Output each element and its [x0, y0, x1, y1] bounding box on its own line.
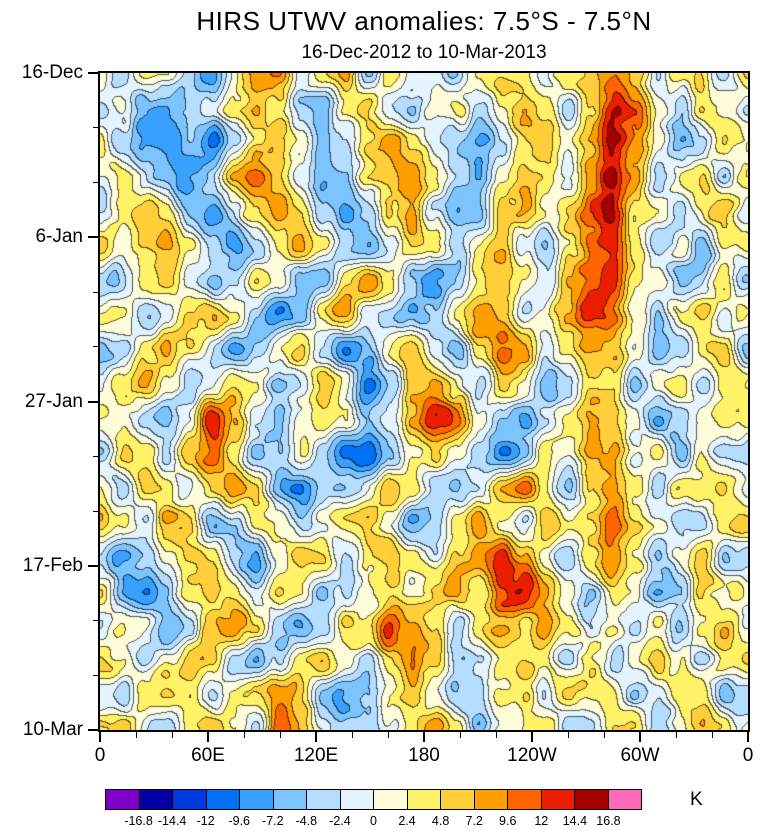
colorbar-segment — [273, 790, 307, 809]
x-minor-tick — [279, 732, 281, 738]
x-axis-tick-label: 120W — [507, 745, 557, 766]
x-major-tick — [639, 732, 641, 742]
y-minor-tick — [93, 620, 100, 621]
colorbar-segment — [608, 790, 641, 809]
anomaly-field-canvas — [100, 73, 748, 730]
x-axis-tick-label: 180 — [408, 745, 440, 766]
colorbar — [105, 789, 642, 810]
y-major-tick — [88, 72, 100, 74]
colorbar-tick-label: 16.8 — [596, 814, 621, 828]
colorbar-segment — [441, 790, 475, 809]
colorbar-tick-label: -12 — [196, 814, 215, 828]
x-minor-tick — [603, 732, 605, 738]
y-minor-tick — [93, 346, 100, 348]
y-axis-tick-label: 17-Feb — [22, 554, 83, 576]
colorbar-segment — [374, 790, 408, 809]
plot-frame — [98, 71, 750, 732]
x-axis-tick-label: 0 — [94, 745, 106, 766]
x-minor-tick — [495, 732, 497, 738]
colorbar-tick-label: -9.6 — [228, 814, 251, 828]
colorbar-tick-label: -16.8 — [124, 814, 153, 828]
x-axis-tick-label: 120E — [293, 745, 339, 766]
x-minor-tick — [567, 732, 569, 738]
y-minor-tick — [93, 455, 100, 457]
colorbar-tick-label: -7.2 — [262, 814, 284, 828]
x-major-tick — [747, 732, 749, 742]
colorbar-tick-label: 12 — [534, 814, 549, 828]
y-minor-tick — [93, 127, 100, 129]
x-major-tick — [99, 732, 101, 742]
x-minor-tick — [711, 732, 713, 738]
colorbar-segment — [340, 790, 374, 809]
y-major-tick — [88, 564, 100, 567]
colorbar-tick-label: 7.2 — [465, 814, 483, 828]
x-minor-tick — [243, 732, 245, 738]
colorbar-tick-label: 0 — [370, 814, 377, 828]
colorbar-segment — [206, 790, 240, 809]
x-axis-tick-label: 0 — [742, 745, 754, 766]
x-minor-tick — [171, 732, 173, 738]
y-axis-tick-label: 16-Dec — [21, 62, 83, 83]
y-major-tick — [88, 400, 100, 403]
x-minor-tick — [135, 732, 137, 738]
colorbar-segment — [541, 790, 575, 809]
x-axis-tick-label: 60E — [191, 745, 225, 766]
colorbar-segment — [575, 790, 609, 809]
y-minor-tick — [93, 291, 100, 293]
y-minor-tick — [93, 510, 100, 512]
x-minor-tick — [675, 732, 677, 738]
x-minor-tick — [387, 732, 389, 738]
colorbar-segment — [474, 790, 508, 809]
colorbar-segment — [139, 790, 173, 809]
colorbar-segment — [508, 790, 542, 809]
colorbar-tick-label: -2.4 — [329, 814, 351, 828]
colorbar-tick-label: -14.4 — [157, 814, 187, 828]
x-major-tick — [207, 732, 209, 742]
colorbar-segment — [106, 790, 140, 809]
colorbar-segment — [240, 790, 274, 809]
x-major-tick — [531, 732, 533, 742]
x-major-tick — [423, 732, 425, 742]
y-major-tick — [88, 729, 100, 731]
y-minor-tick — [93, 674, 100, 676]
colorbar-segment — [307, 790, 341, 809]
colorbar-tick-label: 2.4 — [398, 814, 416, 828]
colorbar-tick-label: -4.8 — [295, 814, 318, 828]
x-minor-tick — [459, 732, 461, 738]
chart-subtitle: 16-Dec-2012 to 10-Mar-2013 — [301, 42, 547, 63]
x-minor-tick — [351, 732, 353, 738]
colorbar-tick-label: 9.6 — [499, 814, 517, 828]
y-axis-tick-label: 27-Jan — [24, 390, 83, 412]
colorbar-segment — [173, 790, 207, 809]
x-axis-tick-label: 60W — [620, 745, 660, 766]
y-minor-tick — [93, 182, 100, 183]
colorbar-tick-label: 14.4 — [562, 814, 588, 828]
y-major-tick — [88, 236, 100, 239]
colorbar-unit-label: K — [690, 789, 703, 810]
colorbar-segment — [407, 790, 441, 809]
colorbar-tick-label: 4.8 — [431, 814, 450, 828]
x-major-tick — [315, 732, 317, 742]
y-axis-tick-label: 6-Jan — [35, 226, 83, 248]
chart-title: HIRS UTWV anomalies: 7.5°S - 7.5°N — [196, 6, 652, 36]
y-axis-tick-label: 10-Mar — [22, 719, 83, 740]
